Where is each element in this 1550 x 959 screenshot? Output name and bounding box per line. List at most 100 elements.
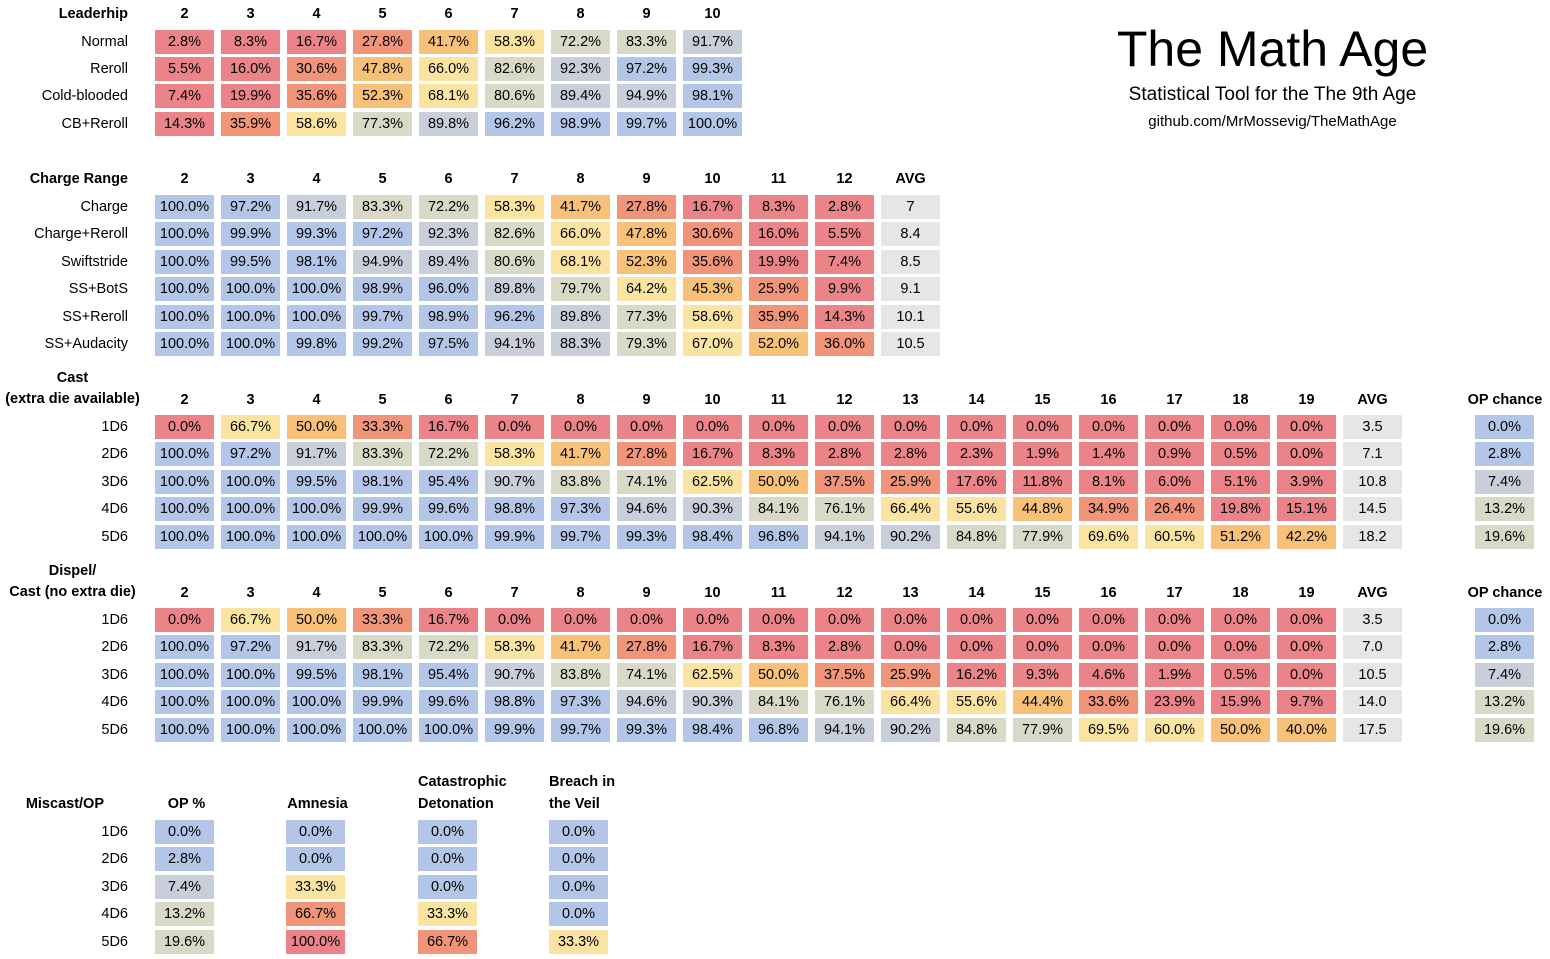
leadership-cell: 99.3% [683,57,742,81]
dispel-cell: 84.1% [749,690,808,714]
cast-cell: 100.0% [155,442,214,466]
dispel-cell: 99.6% [419,690,478,714]
dispel-cell: 99.3% [617,718,676,742]
leadership-cell: 89.8% [419,112,478,136]
leadership-cell: 99.7% [617,112,676,136]
cast-cell: 1.4% [1079,442,1138,466]
cast-avg-cell: 18.2 [1343,525,1402,549]
dispel-cell: 100.0% [155,663,214,687]
charge-cell: 99.9% [221,222,280,246]
cast-avg-cell: 7.1 [1343,442,1402,466]
charge-cell: 47.8% [617,222,676,246]
cast-cell: 2.3% [947,442,1006,466]
cast-header-15: 15 [1034,392,1051,408]
charge-row-label: Charge [80,199,128,215]
dispel-cell: 99.9% [485,718,544,742]
dispel-cell: 16.7% [683,635,742,659]
repo-link[interactable]: github.com/MrMossevig/TheMathAge [1148,113,1397,130]
leadership-cell: 96.2% [485,112,544,136]
cast-cell: 0.0% [1013,415,1072,439]
charge-row-label: SS+BotS [68,281,128,297]
dispel-cell: 99.5% [287,663,346,687]
charge-cell: 83.3% [353,195,412,219]
cast-cell: 26.4% [1145,497,1204,521]
miscast-header-line2: the Veil [549,796,600,812]
cast-cell: 100.0% [221,497,280,521]
dispel-cell: 0.0% [881,635,940,659]
cast-title-line2: (extra die available) [5,391,140,407]
cast-cell: 50.0% [749,470,808,494]
dispel-header-13: 13 [902,585,919,601]
cast-cell: 99.7% [551,525,610,549]
miscast-header-line2: OP % [167,796,206,812]
charge-cell: 64.2% [617,277,676,301]
leadership-header-10: 10 [704,6,721,22]
charge-header-9: 9 [642,171,651,187]
dispel-cell: 91.7% [287,635,346,659]
dispel-header-10: 10 [704,585,721,601]
charge-cell: 99.7% [353,305,412,329]
leadership-cell: 16.0% [221,57,280,81]
cast-cell: 90.2% [881,525,940,549]
charge-cell: 98.9% [419,305,478,329]
charge-header-3: 3 [246,171,255,187]
charge-cell: 66.0% [551,222,610,246]
charge-title: Charge Range [29,171,128,187]
cast-header-17: 17 [1166,392,1183,408]
charge-cell: 91.7% [287,195,346,219]
miscast-cell: 66.7% [418,930,477,954]
leadership-cell: 35.9% [221,112,280,136]
cast-cell: 0.0% [1079,415,1138,439]
cast-op-cell: 0.0% [1475,415,1534,439]
dispel-cell: 0.0% [155,608,214,632]
dispel-cell: 76.1% [815,690,874,714]
dispel-cell: 99.9% [353,690,412,714]
leadership-cell: 41.7% [419,30,478,54]
leadership-cell: 89.4% [551,84,610,108]
dispel-cell: 90.7% [485,663,544,687]
cast-cell: 19.8% [1211,497,1270,521]
cast-cell: 69.6% [1079,525,1138,549]
charge-cell: 41.7% [551,195,610,219]
miscast-cell: 0.0% [155,820,214,844]
dispel-cell: 0.0% [1013,608,1072,632]
dispel-header-9: 9 [642,585,651,601]
charge-cell: 99.5% [221,250,280,274]
charge-cell: 27.8% [617,195,676,219]
dispel-cell: 60.0% [1145,718,1204,742]
cast-row-label: 4D6 [101,501,128,517]
dispel-cell: 44.4% [1013,690,1072,714]
dispel-cell: 90.2% [881,718,940,742]
leadership-row-label: Normal [81,34,128,50]
leadership-header-7: 7 [510,6,519,22]
cast-cell: 100.0% [353,525,412,549]
dispel-cell: 84.8% [947,718,1006,742]
charge-cell: 100.0% [155,305,214,329]
dispel-cell: 97.2% [221,635,280,659]
dispel-cell: 0.5% [1211,663,1270,687]
cast-cell: 91.7% [287,442,346,466]
cast-op-cell: 13.2% [1475,497,1534,521]
dispel-cell: 1.9% [1145,663,1204,687]
leadership-cell: 30.6% [287,57,346,81]
leadership-row-label: CB+Reroll [61,116,128,132]
charge-header-8: 8 [576,171,585,187]
cast-cell: 99.3% [617,525,676,549]
dispel-header-15: 15 [1034,585,1051,601]
cast-cell: 74.1% [617,470,676,494]
dispel-cell: 95.4% [419,663,478,687]
charge-cell: 25.9% [749,277,808,301]
leadership-cell: 47.8% [353,57,412,81]
dispel-cell: 0.0% [1079,635,1138,659]
charge-cell: 97.2% [353,222,412,246]
charge-cell: 35.9% [749,305,808,329]
cast-cell: 0.0% [155,415,214,439]
miscast-cell: 13.2% [155,902,214,926]
charge-cell: 99.2% [353,332,412,356]
cast-header-16: 16 [1100,392,1117,408]
cast-cell: 98.4% [683,525,742,549]
leadership-cell: 82.6% [485,57,544,81]
dispel-cell: 100.0% [155,635,214,659]
dispel-cell: 99.7% [551,718,610,742]
leadership-cell: 2.8% [155,30,214,54]
